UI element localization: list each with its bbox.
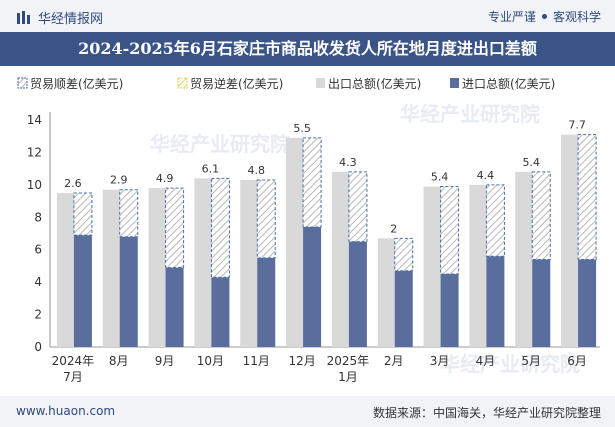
- surplus-value-label: 2: [390, 222, 397, 235]
- surplus-value-label: 2.6: [64, 177, 82, 190]
- x-tick-label: 8月: [109, 354, 129, 368]
- tagline-objective: 客观科学: [552, 10, 601, 24]
- import-bar: [257, 257, 276, 347]
- surplus-bar: [440, 185, 460, 275]
- import-bar: [73, 235, 92, 347]
- watermark-text-2: 华经产业研究院: [400, 102, 540, 126]
- surplus-bar: [485, 184, 505, 257]
- y-tick-label: 4: [34, 275, 42, 289]
- import-bar: [165, 267, 184, 347]
- legend-label-export: 出口总额(亿美元): [328, 76, 421, 91]
- import-bar: [394, 270, 413, 347]
- brand: 华经情报网: [16, 8, 103, 27]
- x-tick-label: 2025年: [327, 354, 370, 368]
- y-tick-label: 8: [34, 210, 42, 224]
- export-bar: [469, 184, 488, 347]
- legend-label-deficit: 贸易逆差(亿美元): [190, 76, 283, 91]
- legend: 贸易顺差(亿美元) 贸易逆差(亿美元) 出口总额(亿美元) 进口总额(亿美元): [17, 76, 555, 91]
- x-tick-label: 5月: [521, 354, 541, 368]
- import-bar: [440, 274, 459, 347]
- surplus-value-label: 4.8: [248, 164, 266, 177]
- surplus-value-label: 6.1: [202, 162, 220, 175]
- surplus-bar: [531, 171, 551, 260]
- x-tick-label: 2月: [384, 354, 404, 368]
- export-bar: [102, 189, 121, 347]
- y-tick-label: 0: [34, 340, 42, 354]
- surplus-bar: [577, 134, 597, 260]
- x-tick-label: 2024年: [52, 354, 95, 368]
- surplus-value-label: 5.4: [523, 156, 541, 169]
- logo-icon: [17, 10, 30, 24]
- import-bar: [348, 241, 367, 347]
- import-bar: [532, 259, 551, 347]
- y-tick-label: 14: [27, 113, 42, 127]
- x-tick-label: 1月: [338, 370, 358, 384]
- x-tick-label: 11月: [243, 354, 270, 368]
- chart-title: 2024-2025年6月石家庄市商品收发货人所在地月度进出口差额: [78, 39, 537, 58]
- import-bar: [578, 259, 597, 347]
- legend-item-export: 出口总额(亿美元): [316, 76, 421, 91]
- surplus-value-label: 5.4: [431, 170, 449, 183]
- footer-url: www.huaon.com: [16, 404, 116, 418]
- export-bar: [56, 192, 75, 347]
- export-bar: [377, 238, 396, 347]
- plot-area: 0 2 4 6 8 10 12 14 2.6 2024年 7月 2.9 8月 4.9 9月 6.1 10月 4.8…: [27, 112, 600, 384]
- surplus-value-label: 7.7: [568, 119, 586, 132]
- chart: 华经产业研究院 华经产业研究院 华经产业研究院 贸易顺差(亿美元) 贸易逆差(亿…: [17, 76, 600, 384]
- surplus-bar: [256, 179, 276, 259]
- separator-dot-icon: [541, 14, 547, 19]
- footer: www.huaon.com 数据来源：中国海关，华经产业研究院整理: [0, 396, 615, 427]
- title-bar: 2024-2025年6月石家庄市商品收发货人所在地月度进出口差额: [0, 32, 615, 66]
- legend-item-deficit: 贸易逆差(亿美元): [177, 76, 283, 91]
- y-tick-label: 6: [34, 243, 42, 257]
- surplus-bar: [302, 137, 322, 228]
- tagline-professional: 专业严谨: [487, 10, 536, 24]
- import-bar: [211, 277, 230, 347]
- surplus-value-label: 4.4: [477, 169, 495, 182]
- surplus-value-label: 2.9: [110, 174, 128, 187]
- surplus-value-label: 5.5: [293, 122, 311, 135]
- surplus-bar: [394, 237, 414, 272]
- x-tick-label: 12月: [288, 354, 315, 368]
- x-tick-label: 4月: [476, 354, 496, 368]
- export-bar: [561, 134, 580, 347]
- surplus-bar: [210, 177, 230, 278]
- legend-item-import: 进口总额(亿美元): [450, 76, 555, 91]
- surplus-bar: [73, 192, 93, 236]
- legend-label-import: 进口总额(亿美元): [462, 76, 555, 91]
- surplus-bar: [348, 171, 368, 243]
- y-tick-label: 12: [27, 145, 42, 159]
- export-bar: [194, 178, 213, 347]
- surplus-value-label: 4.3: [339, 156, 357, 169]
- export-bar: [240, 179, 259, 347]
- y-tick-label: 10: [27, 178, 42, 192]
- export-bar: [331, 171, 350, 347]
- x-tick-label: 6月: [567, 354, 587, 368]
- x-tick-label: 7月: [63, 370, 83, 384]
- export-bar: [286, 137, 305, 347]
- x-tick-label: 9月: [155, 354, 175, 368]
- export-bar: [515, 171, 534, 347]
- data-source: 数据来源：中国海关，华经产业研究院整理: [372, 406, 601, 420]
- brand-name: 华经情报网: [38, 12, 104, 27]
- y-tick-label: 2: [34, 308, 42, 322]
- import-bar: [486, 256, 505, 347]
- import-bar: [303, 227, 322, 347]
- x-tick-label: 3月: [430, 354, 450, 368]
- top-bar: 华经情报网 专业严谨 客观科学: [0, 0, 615, 32]
- watermark-text: 华经产业研究院: [150, 132, 290, 156]
- tagline: 专业严谨 客观科学: [488, 8, 601, 25]
- legend-label-surplus: 贸易顺差(亿美元): [30, 76, 123, 91]
- export-bar: [423, 186, 442, 347]
- legend-item-surplus: 贸易顺差(亿美元): [17, 76, 123, 91]
- watermark-text-3: 华经产业研究院: [440, 352, 580, 376]
- export-bar: [148, 188, 167, 347]
- x-tick-label: 10月: [197, 354, 224, 368]
- surplus-value-label: 4.9: [156, 172, 174, 185]
- import-bar: [119, 236, 138, 347]
- surplus-bar: [165, 187, 185, 269]
- surplus-bar: [119, 189, 139, 238]
